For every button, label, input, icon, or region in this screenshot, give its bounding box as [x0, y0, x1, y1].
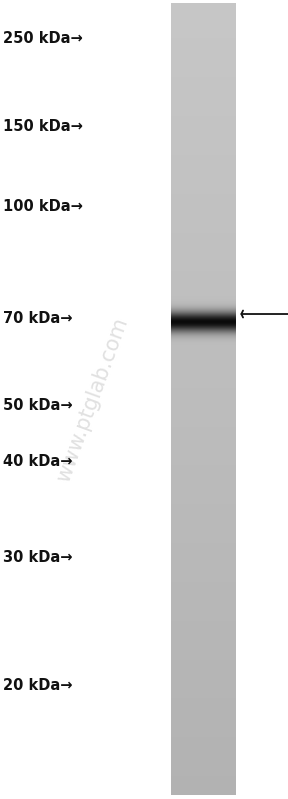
- Text: 40 kDa→: 40 kDa→: [3, 455, 72, 469]
- Text: 100 kDa→: 100 kDa→: [3, 199, 83, 213]
- Text: 30 kDa→: 30 kDa→: [3, 551, 72, 565]
- Text: 50 kDa→: 50 kDa→: [3, 399, 73, 413]
- Text: 70 kDa→: 70 kDa→: [3, 311, 72, 325]
- Text: 250 kDa→: 250 kDa→: [3, 31, 83, 46]
- Text: 150 kDa→: 150 kDa→: [3, 119, 83, 133]
- Text: 20 kDa→: 20 kDa→: [3, 678, 72, 693]
- Text: www.ptglab.com: www.ptglab.com: [53, 315, 131, 484]
